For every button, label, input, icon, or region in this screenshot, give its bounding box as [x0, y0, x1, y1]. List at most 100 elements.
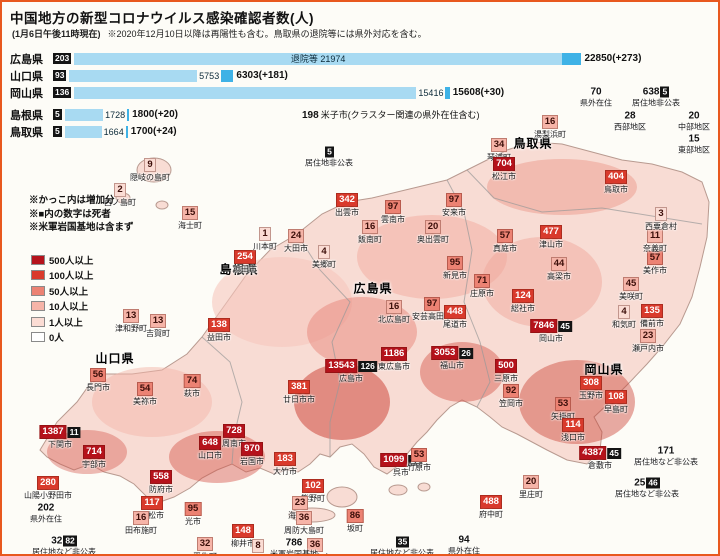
case-count: 57	[646, 251, 664, 265]
case-count: 16	[385, 300, 403, 314]
case-count: 404	[605, 170, 627, 184]
place-name: 大田市	[284, 244, 308, 253]
place-name: 光市	[184, 517, 201, 526]
case-count: 23	[291, 496, 309, 510]
death-count-box: 45	[607, 447, 621, 459]
place-name: 安芸高田市	[412, 312, 452, 321]
small-island-shape	[417, 482, 431, 492]
place-name: 奥出雲町	[417, 235, 449, 244]
place-name: 津和野町	[115, 324, 147, 333]
map-point: 44 高梁市	[547, 257, 571, 281]
case-count: 171	[657, 445, 675, 457]
place-name: 美祢市	[133, 397, 157, 406]
case-count: 704	[493, 157, 515, 171]
place-name: 庄原市	[470, 289, 494, 298]
place-name: 県外在住	[30, 514, 62, 524]
map-point: 20 中部地区	[678, 111, 710, 132]
case-count: 638	[642, 86, 660, 98]
map-point: 15 東部地区	[678, 134, 710, 155]
place-name: 松江市	[492, 172, 516, 181]
place-name: 東広島市	[378, 362, 410, 371]
case-count: 448	[444, 305, 466, 319]
map-point: 57 美作市	[643, 251, 667, 275]
map-point: 74 萩市	[183, 374, 201, 398]
place-name: 柳井市	[231, 539, 255, 548]
case-count: 3	[655, 207, 667, 221]
case-count: 4	[318, 245, 330, 259]
case-count: 970	[241, 442, 263, 456]
prefecture-map-label: 島根県	[219, 262, 259, 277]
case-count: 44	[550, 257, 568, 271]
ama-island-shape	[155, 200, 169, 210]
map-point: 28 西部地区	[614, 111, 646, 132]
case-count: 500	[495, 359, 517, 373]
map-point: 4387 45 倉敷市	[579, 446, 621, 470]
place-name: 長門市	[86, 383, 110, 392]
map-point: 32 82 居住地など非公表	[32, 535, 96, 554]
case-count: 53	[554, 397, 572, 411]
place-name: 津山市	[539, 240, 563, 249]
case-count: 1	[259, 227, 271, 241]
map-point: 57 真庭市	[493, 229, 517, 253]
case-count: 57	[496, 229, 514, 243]
case-count: 97	[423, 297, 441, 311]
map-point: 308 玉野市	[579, 376, 603, 400]
case-count: 1186	[380, 347, 408, 361]
map-point: 448 尾道市	[443, 305, 467, 329]
case-count: 9	[144, 158, 156, 172]
map-point: 3053 26 福山市	[431, 346, 473, 370]
case-count: 202	[37, 502, 55, 514]
place-name: 西粟倉村	[645, 222, 677, 231]
map-point: 638 5 居住地非公表	[632, 86, 680, 108]
map-point: 124 総社市	[511, 289, 535, 313]
place-name: 周南市	[222, 439, 246, 448]
case-count: 20	[522, 475, 540, 489]
map-point: 20 里庄町	[519, 475, 543, 499]
case-count: 71	[473, 274, 491, 288]
place-name: 江田島市	[299, 553, 331, 554]
place-name: 早島町	[604, 405, 628, 414]
case-count: 648	[199, 436, 221, 450]
map-point: 5 居住地非公表	[305, 146, 353, 168]
place-name: 福山市	[439, 361, 464, 370]
case-count: 45	[622, 277, 640, 291]
case-count: 135	[641, 304, 663, 318]
case-count: 280	[37, 476, 59, 490]
map-point: 171 居住地など非公表	[634, 446, 698, 467]
map-point: 1186 東広島市	[378, 347, 410, 371]
place-name: 備前市	[640, 319, 664, 328]
case-count: 24	[287, 229, 305, 243]
map-point: 1387 11 下関市	[39, 425, 81, 449]
place-name: 呉市	[392, 468, 409, 477]
case-count: 714	[83, 445, 105, 459]
place-name: 山口市	[198, 451, 222, 460]
place-name: 倉敷市	[587, 461, 612, 470]
case-count: 3053	[431, 346, 459, 360]
death-count-box: 45	[558, 320, 572, 332]
map-point: 71 庄原市	[470, 274, 494, 298]
map-point: 9 隠岐の島町	[130, 158, 170, 182]
case-count: 95	[184, 502, 202, 516]
map-point: 16 飯南町	[358, 220, 382, 244]
case-count: 53	[410, 448, 428, 462]
place-name: 居住地非公表	[305, 158, 353, 168]
map-point: 8上関町	[246, 539, 270, 554]
case-count: 342	[336, 193, 358, 207]
case-count: 114	[562, 418, 584, 432]
place-name: 鳥取市	[604, 185, 628, 194]
place-name: 里庄町	[519, 490, 543, 499]
map-point: 97 安芸高田市	[412, 297, 452, 321]
map-point: 94 県外在住	[448, 535, 480, 555]
etajima-island-shape	[326, 486, 358, 508]
place-name: 坂町	[346, 524, 363, 533]
map-point: 23 瀬戸内市	[632, 329, 664, 353]
case-count: 34	[490, 138, 508, 152]
map-point: 32平生町	[193, 537, 217, 554]
case-count: 488	[480, 495, 502, 509]
place-name: 奈義町	[643, 244, 667, 253]
case-count: 13	[149, 314, 167, 328]
map-point: 97 安来市	[442, 193, 466, 217]
case-count: 70	[590, 86, 602, 98]
map-point: 254 浜田市	[233, 250, 257, 274]
